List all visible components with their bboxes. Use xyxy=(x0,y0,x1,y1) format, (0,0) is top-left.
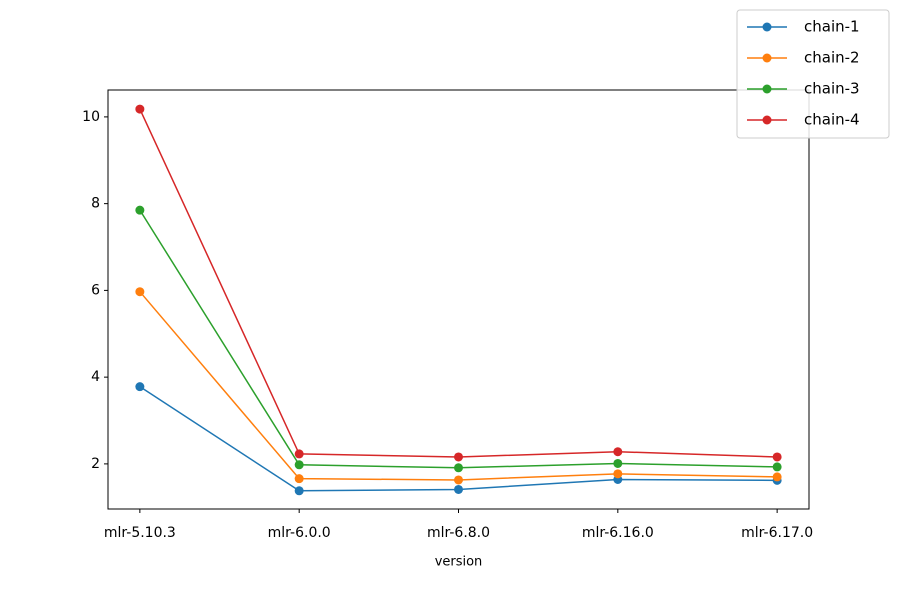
legend-label: chain-4 xyxy=(804,111,860,129)
point xyxy=(135,104,145,114)
y-tick-label: 4 xyxy=(91,369,100,385)
point xyxy=(135,382,145,392)
y-tick-label: 2 xyxy=(91,456,100,472)
y-tick-label: 6 xyxy=(91,282,100,298)
legend-marker xyxy=(762,115,772,125)
point xyxy=(772,462,782,472)
plot-frame xyxy=(107,89,810,510)
point xyxy=(613,469,623,479)
series-line xyxy=(139,291,778,481)
point xyxy=(454,463,463,473)
x-tick-label: mlr-6.17.0 xyxy=(741,525,813,541)
point xyxy=(135,205,145,215)
legend-marker xyxy=(762,84,772,94)
x-tick-label: mlr-6.8.0 xyxy=(427,525,490,541)
legend-label: chain-3 xyxy=(804,80,860,98)
point xyxy=(294,474,304,484)
point xyxy=(294,460,304,470)
x-tick-label: mlr-6.16.0 xyxy=(582,525,654,541)
legend-box xyxy=(736,9,890,139)
legend-marker xyxy=(762,22,772,32)
x-axis-label: version xyxy=(435,555,483,570)
y-tick-label: 10 xyxy=(82,109,100,125)
point xyxy=(772,452,782,462)
point xyxy=(135,287,145,297)
point xyxy=(454,452,463,462)
point xyxy=(294,449,304,459)
series-line xyxy=(139,209,778,469)
point xyxy=(454,475,463,485)
point xyxy=(294,486,304,496)
y-tick-label: 8 xyxy=(91,196,100,212)
legend-marker xyxy=(762,53,772,63)
legend-label: chain-2 xyxy=(804,49,860,67)
legend-label: chain-1 xyxy=(804,18,860,36)
point xyxy=(613,458,623,468)
x-tick-label: mlr-5.10.3 xyxy=(104,525,176,541)
point xyxy=(772,472,782,482)
point xyxy=(613,447,623,457)
point xyxy=(454,484,463,494)
x-tick-label: mlr-6.0.0 xyxy=(268,525,331,541)
